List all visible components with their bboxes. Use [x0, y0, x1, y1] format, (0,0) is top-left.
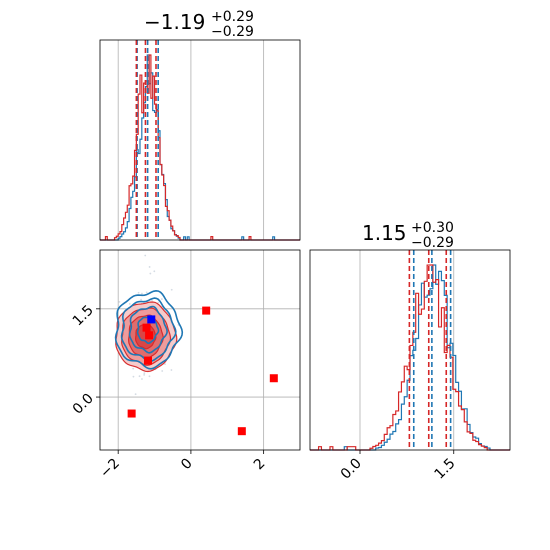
- red-point: [202, 306, 211, 315]
- sample-dot: [141, 292, 143, 295]
- sample-dot: [148, 266, 151, 268]
- quantile-lines-marginal-y: [408, 250, 452, 450]
- sample-dot: [138, 375, 141, 378]
- blue-contour-level: [120, 297, 177, 363]
- title-marginal-x-value: −1.19: [144, 10, 205, 34]
- histograms-marginal-x: [100, 54, 300, 241]
- panel-joint: −2 0 2 0.0 1.5: [70, 249, 301, 482]
- red-point: [237, 427, 246, 436]
- frame-marginal-x: [99, 39, 301, 241]
- sample-dot: [151, 299, 153, 302]
- title-marginal-y-value: 1.15: [362, 221, 407, 245]
- histogram-series: [100, 54, 300, 241]
- x-tick-label: −2: [97, 456, 123, 482]
- sample-dot: [118, 300, 121, 303]
- sample-dot: [134, 393, 137, 396]
- x-tick-label: 0: [178, 456, 196, 474]
- y-tick-label: 1.5: [70, 302, 97, 329]
- sample-dot: [153, 270, 156, 273]
- sample-dot: [132, 375, 135, 378]
- x-tick-label: 2: [251, 456, 269, 474]
- ticks-marginal-y: 0.0 1.5: [338, 450, 459, 483]
- sample-dot: [148, 375, 151, 378]
- sample-dot: [160, 298, 163, 300]
- title-marginal-x-upper: +0.29: [211, 9, 254, 25]
- title-marginal-y-lower: −0.29: [411, 235, 454, 251]
- red-point: [142, 323, 151, 332]
- blue-contour-level: [114, 289, 184, 370]
- sample-dot: [132, 367, 135, 370]
- red-point: [145, 331, 154, 340]
- sample-dot: [128, 303, 131, 305]
- sample-dot: [164, 363, 166, 366]
- title-marginal-x-lower: −0.29: [211, 24, 254, 40]
- red-point: [144, 356, 152, 365]
- red-point: [127, 409, 136, 418]
- x-tick-label: 1.5: [432, 456, 459, 483]
- sample-dot: [137, 291, 140, 294]
- y-tick-label: 0.0: [70, 391, 97, 418]
- sample-dot: [144, 254, 147, 257]
- sample-dot: [170, 288, 173, 291]
- points-joint: [127, 306, 278, 436]
- frame-marginal-y: [309, 249, 511, 451]
- sample-dot: [161, 370, 164, 372]
- sample-dot: [170, 369, 173, 371]
- panel-marginal-y: 1.15 +0.30 −0.29 0.0 1.5: [309, 220, 511, 483]
- grid-marginal-x: [117, 40, 265, 240]
- histogram-series: [100, 54, 300, 241]
- sample-dot: [143, 374, 146, 376]
- sample-dot: [149, 272, 152, 275]
- panel-marginal-x: −1.19 +0.29 −0.29: [99, 9, 301, 241]
- quantile-lines-marginal-x: [135, 40, 159, 240]
- sample-dot: [140, 298, 142, 301]
- title-marginal-y-upper: +0.30: [411, 220, 454, 236]
- grid-marginal-y: [359, 250, 455, 450]
- frame-joint: [99, 249, 301, 451]
- blue-point: [147, 315, 156, 324]
- blue-contour-level: [128, 305, 168, 354]
- red-point: [269, 374, 278, 383]
- x-tick-label: 0.0: [338, 456, 365, 483]
- sample-dot: [157, 301, 160, 304]
- sample-dot: [145, 291, 148, 294]
- sample-dot: [141, 378, 143, 380]
- histogram-series: [310, 264, 510, 451]
- sample-dot: [143, 372, 146, 375]
